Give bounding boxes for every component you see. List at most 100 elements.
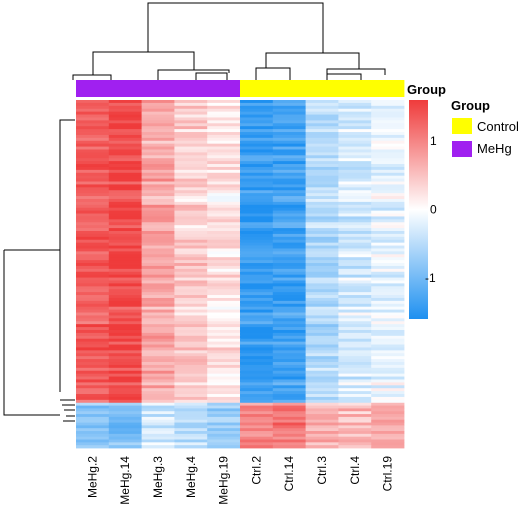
heatmap-cell bbox=[338, 306, 372, 311]
heatmap-cell bbox=[272, 134, 306, 139]
heatmap-cell bbox=[371, 362, 405, 366]
heatmap-cell bbox=[338, 359, 372, 363]
heatmap-cell bbox=[272, 419, 306, 423]
col-label-mehg-3: MeHg.3 bbox=[151, 456, 165, 498]
heatmap-cell bbox=[207, 123, 241, 127]
annotation-cell-mehg-14 bbox=[108, 80, 142, 97]
heatmap-cell bbox=[240, 140, 274, 145]
heatmap-cell bbox=[108, 367, 142, 372]
heatmap-cell bbox=[174, 219, 208, 223]
heatmap-cell bbox=[174, 193, 208, 197]
heatmap-cell bbox=[108, 327, 142, 331]
heatmap-cell bbox=[76, 396, 110, 401]
heatmap-cell bbox=[174, 175, 208, 180]
heatmap-cell bbox=[371, 196, 405, 200]
heatmap-cell bbox=[305, 274, 339, 278]
heatmap-cell bbox=[305, 292, 339, 296]
heatmap-cell bbox=[76, 416, 110, 421]
heatmap-cell bbox=[305, 373, 339, 377]
col-label-ctrl-14: Ctrl.14 bbox=[282, 456, 296, 492]
heatmap-cell bbox=[108, 402, 142, 406]
heatmap-cell bbox=[174, 132, 208, 136]
heatmap-cell bbox=[338, 268, 372, 273]
heatmap-cell bbox=[371, 114, 405, 118]
heatmap-cell bbox=[240, 169, 274, 174]
heatmap-cell bbox=[371, 433, 405, 438]
heatmap-cell bbox=[338, 196, 372, 200]
heatmap-cell bbox=[108, 356, 142, 360]
heatmap-cell bbox=[305, 146, 339, 150]
heatmap-cell bbox=[174, 303, 208, 308]
heatmap-cell bbox=[108, 219, 142, 223]
heatmap-cell bbox=[141, 344, 175, 348]
heatmap-cell bbox=[338, 263, 372, 267]
heatmap-cell bbox=[272, 408, 306, 412]
heatmap-cell bbox=[240, 396, 274, 401]
heatmap-cell bbox=[371, 158, 405, 162]
heatmap-cell bbox=[305, 364, 339, 369]
heatmap-cell bbox=[174, 134, 208, 139]
heatmap-cell bbox=[76, 102, 110, 107]
heatmap-cell bbox=[141, 433, 175, 438]
heatmap-cell bbox=[207, 283, 241, 287]
heatmap-cell bbox=[174, 263, 208, 267]
heatmap-cell bbox=[174, 149, 208, 153]
heatmap-cell bbox=[338, 111, 372, 115]
heatmap-cell bbox=[240, 123, 274, 127]
heatmap-cell bbox=[207, 169, 241, 174]
heatmap-cell bbox=[338, 233, 372, 238]
heatmap-cell bbox=[371, 335, 405, 340]
heatmap-cell bbox=[108, 422, 142, 426]
heatmap-cell bbox=[305, 442, 339, 446]
heatmap-cell bbox=[108, 181, 142, 185]
heatmap-cell bbox=[108, 416, 142, 421]
heatmap-cell bbox=[305, 155, 339, 159]
heatmap-cell bbox=[305, 236, 339, 241]
heatmap-cell bbox=[240, 394, 274, 398]
heatmap-cell bbox=[141, 405, 175, 409]
heatmap-cell bbox=[240, 295, 274, 299]
heatmap-cell bbox=[272, 257, 306, 261]
heatmap-cell bbox=[174, 367, 208, 372]
heatmap-cell bbox=[141, 422, 175, 426]
heatmap-cell bbox=[272, 388, 306, 392]
group-annotation-bar bbox=[76, 80, 405, 97]
heatmap-cell bbox=[76, 297, 110, 302]
heatmap-cell bbox=[371, 408, 405, 412]
heatmap-cell bbox=[240, 181, 274, 185]
heatmap-cell bbox=[240, 373, 274, 377]
heatmap-cell bbox=[76, 283, 110, 287]
heatmap-cell bbox=[305, 164, 339, 168]
legend-swatch-mehg bbox=[452, 141, 472, 157]
heatmap-cell bbox=[371, 315, 405, 319]
heatmap-cell bbox=[141, 196, 175, 200]
heatmap-cell bbox=[371, 356, 405, 360]
heatmap-cell bbox=[174, 445, 208, 449]
heatmap-cell bbox=[338, 422, 372, 426]
heatmap-cell bbox=[305, 394, 339, 398]
heatmap-cell bbox=[108, 405, 142, 409]
heatmap-cell bbox=[76, 225, 110, 229]
heatmap-cell bbox=[207, 164, 241, 168]
heatmap-cell bbox=[141, 396, 175, 401]
heatmap-cell bbox=[305, 271, 339, 276]
heatmap-cell bbox=[240, 286, 274, 290]
heatmap-cell bbox=[174, 289, 208, 293]
heatmap-cell bbox=[207, 132, 241, 136]
heatmap-cell bbox=[371, 431, 405, 435]
heatmap-cell bbox=[207, 210, 241, 214]
heatmap-cell bbox=[174, 213, 208, 217]
heatmap-cell bbox=[76, 204, 110, 209]
heatmap-cell bbox=[108, 175, 142, 180]
heatmap-cell bbox=[272, 353, 306, 357]
heatmap-cell bbox=[272, 155, 306, 159]
heatmap-cell bbox=[207, 236, 241, 241]
heatmap-cell bbox=[338, 251, 372, 255]
heatmap-cell bbox=[338, 114, 372, 118]
heatmap-cell bbox=[141, 385, 175, 389]
heatmap-cell bbox=[108, 329, 142, 334]
heatmap-cell bbox=[305, 309, 339, 313]
heatmap-cell bbox=[305, 158, 339, 162]
heatmap-cell bbox=[272, 123, 306, 127]
heatmap-cell bbox=[371, 251, 405, 255]
